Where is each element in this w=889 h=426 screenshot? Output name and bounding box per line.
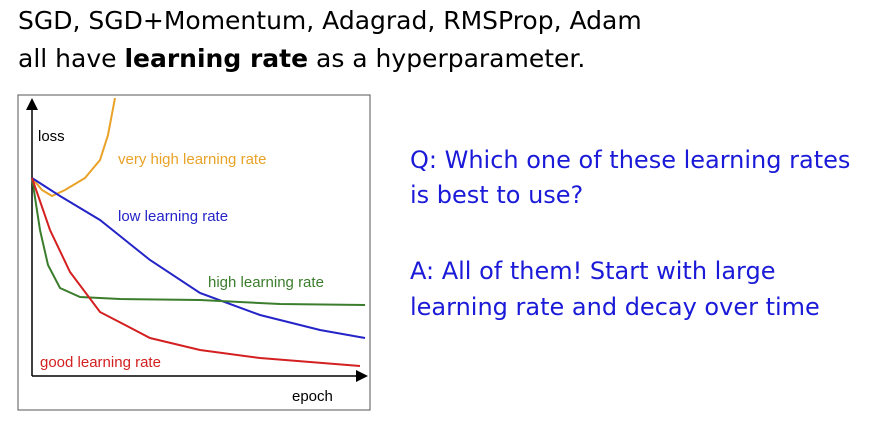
curve-label: very high learning rate (118, 151, 266, 168)
question-line: Q: Which one of these learning rates (410, 146, 851, 174)
curve (31, 177, 366, 306)
heading-line: all have learning rate as a hyperparamet… (18, 44, 585, 73)
curve-label: good learning rate (40, 354, 161, 371)
answer-line: A: All of them! Start with large (410, 257, 776, 285)
bold-text: learning rate (124, 44, 309, 73)
curve (31, 177, 366, 339)
text: as a hyperparameter. (308, 44, 586, 73)
text: all have (18, 44, 125, 73)
curve (31, 177, 361, 367)
answer-line: learning rate and decay over time (410, 293, 820, 321)
curve (31, 97, 116, 198)
heading-line: SGD, SGD+Momentum, Adagrad, RMSProp, Ada… (18, 6, 642, 35)
curve-label: low learning rate (118, 208, 228, 225)
curve-label: high learning rate (208, 274, 324, 291)
axis-label: loss (38, 128, 65, 145)
figure-frame (17, 94, 371, 411)
question-line: is best to use? (410, 181, 584, 209)
axis-label: epoch (292, 388, 333, 405)
